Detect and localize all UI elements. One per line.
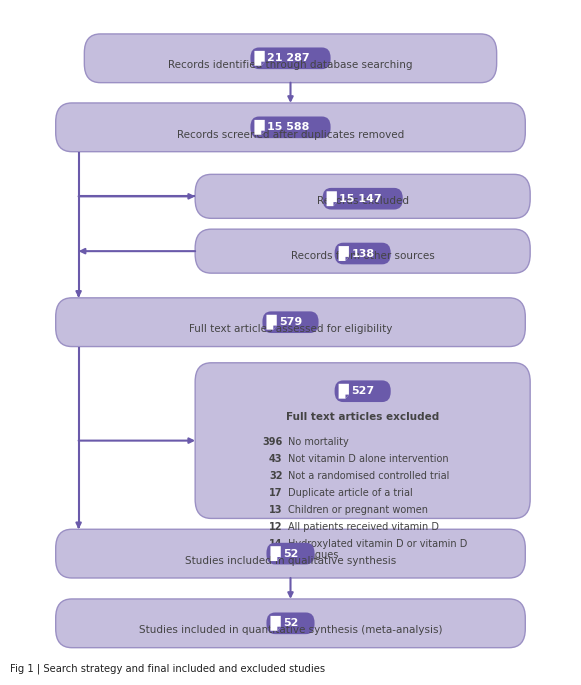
FancyBboxPatch shape bbox=[250, 47, 331, 69]
Polygon shape bbox=[333, 202, 337, 206]
Polygon shape bbox=[254, 51, 265, 66]
Polygon shape bbox=[261, 62, 265, 66]
Text: Studies included in qualitative synthesis: Studies included in qualitative synthesi… bbox=[185, 556, 396, 566]
Polygon shape bbox=[346, 257, 349, 261]
Text: 12: 12 bbox=[269, 522, 282, 532]
Text: Not vitamin D alone intervention: Not vitamin D alone intervention bbox=[288, 454, 449, 464]
Text: 13: 13 bbox=[269, 505, 282, 515]
Polygon shape bbox=[273, 325, 277, 329]
FancyBboxPatch shape bbox=[56, 530, 525, 578]
Polygon shape bbox=[254, 120, 265, 135]
Text: Duplicate article of a trial: Duplicate article of a trial bbox=[288, 488, 413, 498]
FancyBboxPatch shape bbox=[322, 188, 403, 210]
Text: 579: 579 bbox=[279, 317, 302, 327]
Text: Fig 1 | Search strategy and final included and excluded studies: Fig 1 | Search strategy and final includ… bbox=[10, 664, 325, 674]
Polygon shape bbox=[271, 546, 281, 561]
FancyBboxPatch shape bbox=[195, 363, 530, 519]
FancyBboxPatch shape bbox=[195, 175, 530, 219]
Polygon shape bbox=[339, 384, 349, 399]
Text: 527: 527 bbox=[351, 386, 374, 396]
Text: 138: 138 bbox=[351, 249, 374, 258]
FancyBboxPatch shape bbox=[195, 229, 530, 273]
Text: 32: 32 bbox=[269, 471, 282, 481]
Polygon shape bbox=[339, 246, 349, 261]
Text: No mortality: No mortality bbox=[288, 437, 349, 447]
Text: 15 588: 15 588 bbox=[267, 123, 310, 132]
Text: 14: 14 bbox=[269, 538, 282, 549]
Polygon shape bbox=[346, 395, 349, 399]
Polygon shape bbox=[261, 131, 265, 135]
Text: 15 147: 15 147 bbox=[339, 194, 382, 203]
FancyBboxPatch shape bbox=[267, 543, 314, 564]
Polygon shape bbox=[277, 557, 281, 561]
Text: Records identified through database searching: Records identified through database sear… bbox=[168, 60, 413, 71]
FancyBboxPatch shape bbox=[56, 298, 525, 347]
Text: 43: 43 bbox=[269, 454, 282, 464]
FancyBboxPatch shape bbox=[335, 380, 390, 402]
Polygon shape bbox=[271, 616, 281, 631]
Polygon shape bbox=[277, 627, 281, 631]
Text: Hydroxylated vitamin D or vitamin D
analogues: Hydroxylated vitamin D or vitamin D anal… bbox=[288, 538, 468, 560]
Text: All patients received vitamin D: All patients received vitamin D bbox=[288, 522, 439, 532]
Text: 17: 17 bbox=[269, 488, 282, 498]
Text: Records screened after duplicates removed: Records screened after duplicates remove… bbox=[177, 129, 404, 140]
FancyBboxPatch shape bbox=[263, 312, 318, 333]
Text: Children or pregnant women: Children or pregnant women bbox=[288, 505, 428, 515]
Text: Records from other sources: Records from other sources bbox=[290, 251, 435, 261]
FancyBboxPatch shape bbox=[56, 599, 525, 648]
Polygon shape bbox=[267, 314, 277, 329]
Text: 52: 52 bbox=[283, 549, 299, 559]
Text: Full text articles excluded: Full text articles excluded bbox=[286, 412, 439, 422]
Text: 52: 52 bbox=[283, 619, 299, 628]
FancyBboxPatch shape bbox=[56, 103, 525, 151]
FancyBboxPatch shape bbox=[267, 612, 314, 634]
FancyBboxPatch shape bbox=[250, 116, 331, 138]
Text: Not a randomised controlled trial: Not a randomised controlled trial bbox=[288, 471, 450, 481]
Text: 21 287: 21 287 bbox=[267, 53, 310, 63]
FancyBboxPatch shape bbox=[84, 34, 497, 83]
Polygon shape bbox=[327, 191, 337, 206]
FancyBboxPatch shape bbox=[335, 242, 390, 264]
Text: Studies included in quantitative synthesis (meta-analysis): Studies included in quantitative synthes… bbox=[139, 625, 442, 636]
Text: Full text articles assessed for eligibility: Full text articles assessed for eligibil… bbox=[189, 325, 392, 334]
Text: 396: 396 bbox=[262, 437, 282, 447]
Text: Records excluded: Records excluded bbox=[317, 196, 408, 206]
